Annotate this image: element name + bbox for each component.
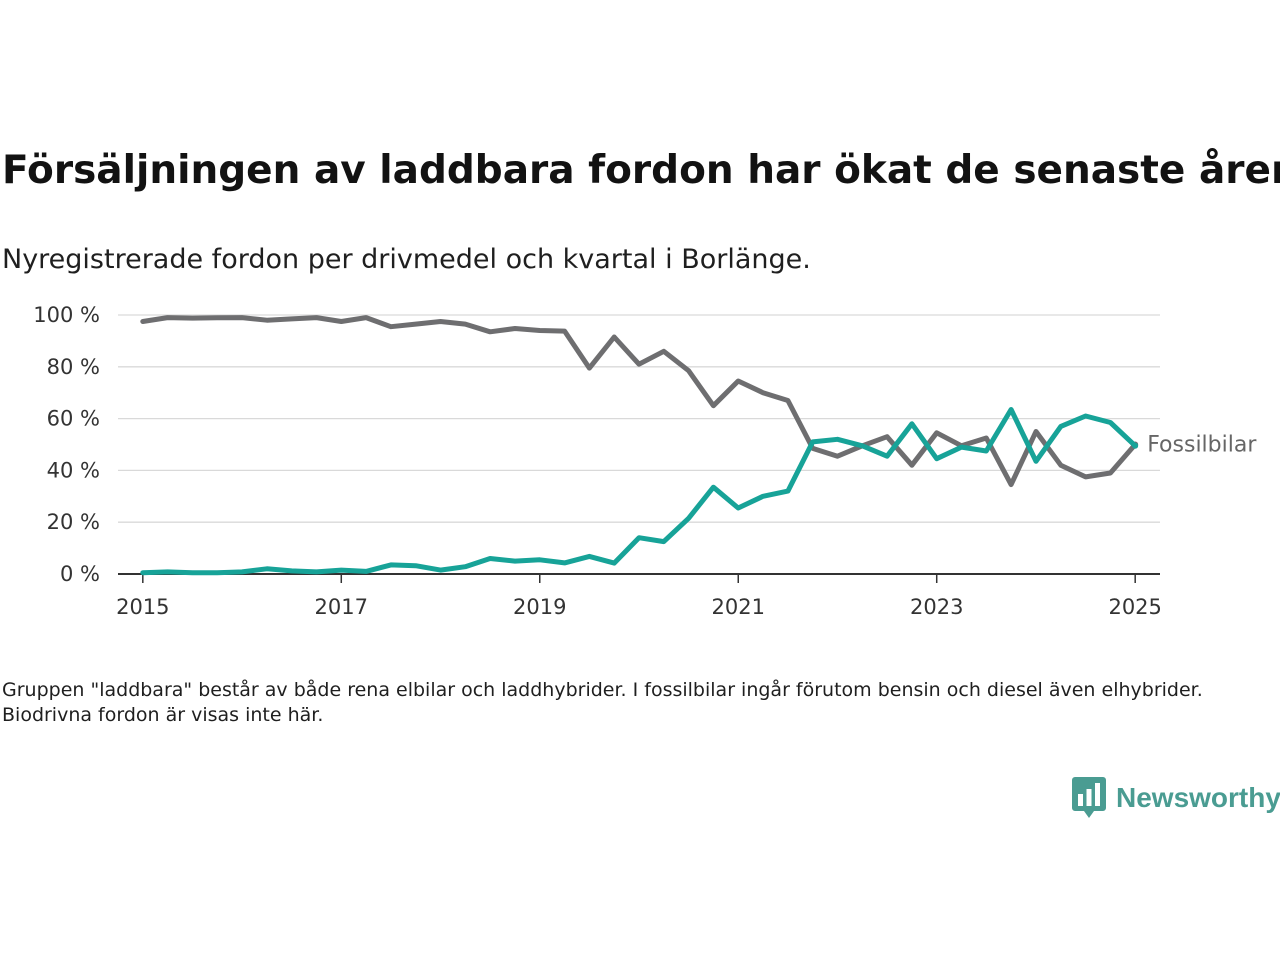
newsworthy-logo[interactable]: Newsworthy [1072,776,1280,820]
x-tick-label: 2023 [910,595,963,619]
y-tick-label: 80 % [47,355,100,379]
series-line-1 [140,407,1138,576]
x-axis: 2015 2017 2019 2021 2023 2025 [116,573,1162,619]
y-axis-ticks: 0 % 20 % 40 % 60 % 80 % 100 % [33,303,100,586]
logo-text: Newsworthy [1116,782,1280,813]
chart-series [140,315,1139,576]
newsworthy-logo-icon [1072,777,1106,818]
series-labels: Fossilbilar [1147,433,1257,458]
y-tick-label: 0 % [60,562,100,586]
x-tick-label: 2017 [315,595,368,619]
chart-footnote: Gruppen "laddbara" består av både rena e… [2,679,1203,726]
y-tick-label: 100 % [33,303,100,327]
x-tick-label: 2025 [1108,595,1161,619]
series-label-fossilbilar: Fossilbilar [1147,433,1257,458]
chart-gridlines [118,314,1160,523]
x-tick-label: 2021 [712,595,765,619]
y-tick-label: 20 % [47,510,100,534]
x-tick-label: 2019 [513,595,566,619]
x-tick-label: 2015 [116,595,169,619]
chart-subtitle: Nyregistrerade fordon per drivmedel och … [2,244,811,275]
line-chart: 0 % 20 % 40 % 60 % 80 % 100 % 2015 2017 2019 202… [33,303,1257,619]
y-tick-label: 40 % [47,458,100,482]
y-tick-label: 60 % [47,407,100,431]
chart-title: Försäljningen av laddbara fordon har öka… [2,148,1280,193]
series-line-0 [140,315,1138,488]
series-end-point-1 [1132,442,1139,449]
